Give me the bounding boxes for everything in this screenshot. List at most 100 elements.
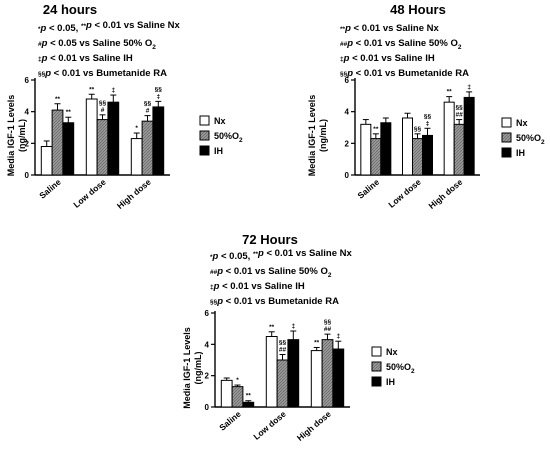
- bar-IH-high-dose: [463, 96, 475, 176]
- significance-mark: ‡: [426, 120, 430, 127]
- y-tick-label: 2: [345, 139, 350, 148]
- category-label: Low dose: [386, 177, 423, 210]
- bar-Nx-high-dose: [310, 350, 323, 408]
- bar-50pctO2-low-dose: [276, 359, 289, 408]
- legend-swatch: [371, 361, 382, 372]
- legend-label: IH: [516, 148, 525, 158]
- y-tick-label: 6: [205, 309, 210, 318]
- bar-50pctO2-high-dose: [141, 120, 154, 176]
- legend-label: Nx: [516, 118, 528, 128]
- bar-Nx-high-dose: [443, 101, 455, 176]
- category-label: High dose: [115, 177, 153, 211]
- significance-mark: §§: [144, 101, 152, 108]
- category-label: High dose: [295, 409, 333, 443]
- significance-note: ##p < 0.01 vs Saline 50% O2: [210, 266, 332, 279]
- significance-mark: ##: [456, 112, 464, 119]
- y-tick-label: 6: [25, 76, 30, 85]
- significance-mark: ‡: [111, 87, 115, 94]
- y-tick-label: 0: [205, 403, 210, 412]
- significance-note: #p < 0.05 vs Saline 50% O2: [38, 38, 156, 51]
- significance-mark: *: [236, 377, 239, 384]
- significance-mark: §§: [279, 340, 287, 347]
- chart-title: 24 hours: [43, 2, 97, 17]
- significance-mark: ‡: [467, 84, 471, 91]
- significance-note: ##p < 0.01 vs Saline 50% O2: [340, 38, 462, 51]
- bar-IH-high-dose: [332, 348, 345, 408]
- significance-mark: **: [447, 89, 453, 96]
- legend-label: IH: [386, 377, 395, 387]
- bar-IH-high-dose: [152, 106, 165, 176]
- y-tick-label: 0: [25, 171, 30, 180]
- bar-50pctO2-low-dose: [412, 138, 423, 176]
- chart-panel-2: 48 Hours **p < 0.01 vs Saline Nx ##p < 0.0…: [307, 2, 545, 211]
- significance-mark: *: [135, 125, 138, 132]
- legend-swatch: [371, 346, 382, 357]
- significance-note: ‡p < 0.01 vs Saline IH: [210, 281, 305, 292]
- significance-mark: ‡: [156, 93, 160, 100]
- y-axis-unit-label: (ng/mL): [17, 119, 27, 152]
- bar-50pctO2-saline: [231, 386, 244, 408]
- significance-note: ‡p < 0.01 vs Saline IH: [340, 53, 435, 64]
- significance-mark: §§: [99, 100, 107, 107]
- bar-50pctO2-saline: [51, 109, 64, 176]
- y-tick-label: 0: [345, 171, 350, 180]
- significance-note: **p < 0.01 vs Saline Nx: [340, 23, 440, 34]
- y-tick-label: 4: [25, 108, 30, 117]
- bar-50pctO2-high-dose: [453, 123, 465, 176]
- legend-label: 50%O2: [214, 131, 243, 144]
- bar-50pctO2-saline: [370, 138, 382, 176]
- legend-swatch: [501, 132, 512, 143]
- significance-note: §§p < 0.01 vs Bumetanide RA: [38, 68, 167, 79]
- y-axis-label: Media IGF-1 Levels: [6, 95, 16, 177]
- significance-mark: ##: [279, 347, 287, 354]
- legend-swatch: [199, 145, 210, 156]
- legend-label: 50%O2: [386, 362, 415, 375]
- bar-Nx-low-dose: [402, 117, 413, 176]
- significance-mark: **: [89, 86, 95, 93]
- significance-mark: §§: [414, 126, 422, 133]
- bar-Nx-saline: [220, 379, 233, 408]
- bar-Nx-low-dose: [85, 98, 98, 176]
- significance-note: *p < 0.05, **p < 0.01 vs Saline Nx: [38, 20, 180, 34]
- bar-Nx-low-dose: [265, 336, 278, 408]
- significance-mark: **: [55, 96, 61, 103]
- y-axis-unit-label: (ng/mL): [318, 119, 328, 152]
- legend-swatch: [371, 376, 382, 387]
- y-tick-label: 6: [345, 76, 350, 85]
- legend-swatch: [199, 130, 210, 141]
- significance-mark: ‡: [291, 323, 295, 330]
- significance-mark: §§: [456, 105, 464, 112]
- significance-mark: **: [246, 393, 252, 400]
- significance-note: §§p < 0.01 vs Bumetanide RA: [210, 296, 339, 307]
- legend-swatch: [501, 117, 512, 128]
- chart-title: 72 Hours: [242, 232, 298, 247]
- category-label: Saline: [217, 409, 243, 433]
- y-tick-label: 4: [205, 340, 210, 349]
- significance-mark: ‡: [336, 333, 340, 340]
- bar-50pctO2-high-dose: [321, 339, 334, 408]
- bar-50pctO2-low-dose: [96, 119, 109, 176]
- significance-note: §§p < 0.01 vs Bumetanide RA: [340, 68, 469, 79]
- bar-IH-saline: [62, 122, 75, 176]
- y-axis-unit-label: (ng/mL): [193, 352, 203, 385]
- category-label: Low dose: [71, 177, 108, 210]
- bar-IH-low-dose: [107, 101, 120, 176]
- y-axis-label: Media IGF-1 Levels: [182, 327, 192, 409]
- y-tick-label: 2: [25, 139, 30, 148]
- significance-mark: #: [101, 107, 105, 114]
- significance-note: *p < 0.05, **p < 0.01 vs Saline Nx: [210, 248, 352, 262]
- significance-mark: **: [66, 109, 72, 116]
- category-label: Low dose: [251, 409, 288, 442]
- category-label: Saline: [37, 177, 63, 201]
- chart-title: 48 Hours: [390, 2, 446, 17]
- chart-panel-1: 24 hours *p < 0.05, **p < 0.01 vs Saline …: [6, 2, 243, 211]
- category-label: High dose: [427, 177, 465, 211]
- significance-mark: §§: [155, 86, 163, 93]
- legend-label: IH: [214, 146, 223, 156]
- y-axis-label: Media IGF-1 Levels: [307, 95, 317, 177]
- bar-IH-low-dose: [287, 339, 300, 408]
- significance-mark: **: [373, 126, 379, 133]
- y-tick-label: 2: [205, 372, 210, 381]
- bar-IH-saline: [242, 401, 255, 408]
- significance-mark: **: [314, 339, 320, 346]
